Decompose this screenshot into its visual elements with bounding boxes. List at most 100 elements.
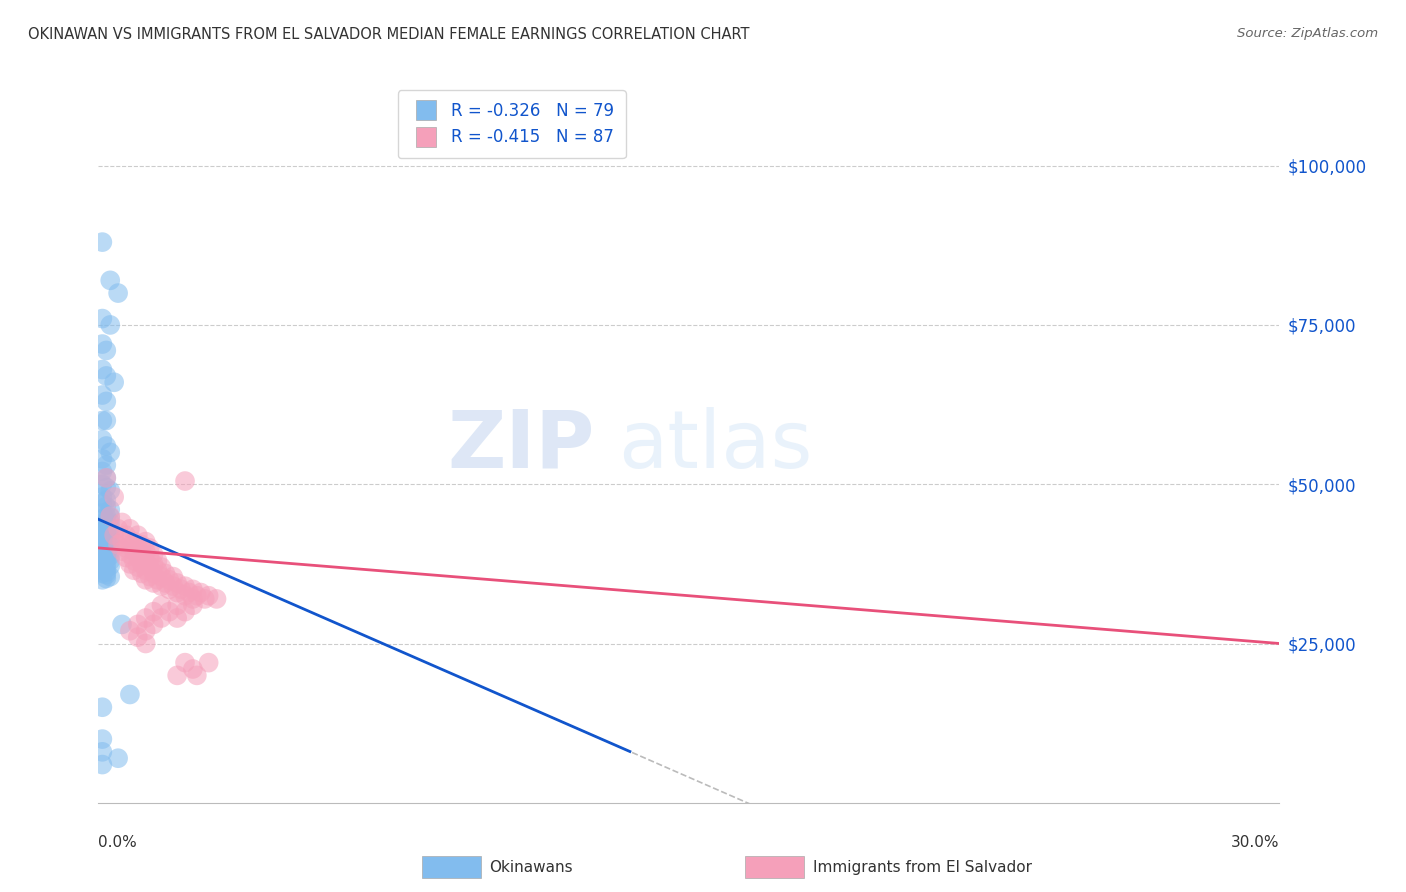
Point	[205, 591, 228, 606]
Text: Immigrants from El Salvador: Immigrants from El Salvador	[813, 860, 1032, 874]
Point	[162, 579, 184, 593]
Point	[174, 474, 197, 488]
Point	[197, 656, 219, 670]
Point	[146, 573, 169, 587]
Point	[91, 573, 114, 587]
Point	[98, 445, 121, 459]
Point	[166, 599, 188, 613]
Point	[96, 538, 118, 552]
Point	[96, 572, 118, 586]
Point	[91, 451, 114, 466]
Point	[98, 529, 121, 543]
Point	[138, 560, 160, 574]
Point	[142, 566, 165, 581]
Point	[91, 337, 114, 351]
Point	[96, 493, 118, 508]
Point	[96, 533, 118, 548]
Point	[115, 541, 138, 555]
Point	[190, 585, 212, 599]
Point	[103, 490, 125, 504]
Point	[166, 576, 188, 591]
Point	[96, 439, 118, 453]
Point	[142, 557, 165, 571]
Point	[111, 534, 134, 549]
Point	[91, 477, 114, 491]
Point	[157, 573, 180, 587]
Point	[131, 557, 153, 571]
Point	[166, 668, 188, 682]
Point	[91, 555, 114, 569]
Point	[107, 538, 129, 552]
Point	[98, 540, 121, 554]
Point	[98, 558, 121, 573]
Point	[181, 591, 204, 606]
Point	[96, 557, 118, 571]
Point	[91, 413, 114, 427]
Point	[146, 563, 169, 577]
Point	[107, 522, 129, 536]
Point	[127, 630, 149, 644]
Point	[91, 465, 114, 479]
Point	[91, 757, 114, 772]
Point	[131, 547, 153, 561]
Point	[91, 566, 114, 581]
Point	[91, 527, 114, 541]
Point	[98, 569, 121, 583]
Point	[96, 542, 118, 557]
Point	[142, 576, 165, 591]
Point	[91, 541, 114, 555]
Point	[177, 585, 200, 599]
Point	[181, 662, 204, 676]
Legend: R = -0.326   N = 79, R = -0.415   N = 87: R = -0.326 N = 79, R = -0.415 N = 87	[398, 90, 626, 158]
Point	[122, 544, 145, 558]
Point	[135, 563, 157, 577]
Point	[91, 362, 114, 376]
Text: ZIP: ZIP	[447, 407, 595, 485]
Point	[146, 554, 169, 568]
Point	[96, 471, 118, 485]
Point	[96, 480, 118, 494]
Point	[96, 458, 118, 472]
Point	[122, 534, 145, 549]
Point	[91, 496, 114, 510]
Point	[96, 565, 118, 579]
Point	[127, 550, 149, 565]
Point	[181, 599, 204, 613]
Point	[103, 528, 125, 542]
Point	[150, 560, 173, 574]
Point	[142, 617, 165, 632]
Text: OKINAWAN VS IMMIGRANTS FROM EL SALVADOR MEDIAN FEMALE EARNINGS CORRELATION CHART: OKINAWAN VS IMMIGRANTS FROM EL SALVADOR …	[28, 27, 749, 42]
Point	[91, 532, 114, 546]
Point	[91, 516, 114, 531]
Point	[118, 522, 141, 536]
Point	[131, 538, 153, 552]
Point	[135, 534, 157, 549]
Point	[118, 624, 141, 638]
Point	[96, 500, 118, 514]
Point	[174, 579, 197, 593]
Point	[157, 582, 180, 597]
Point	[115, 528, 138, 542]
Point	[118, 688, 141, 702]
Point	[91, 433, 114, 447]
Point	[150, 579, 173, 593]
Text: Okinawans: Okinawans	[489, 860, 572, 874]
Point	[135, 544, 157, 558]
Point	[115, 550, 138, 565]
Point	[96, 567, 118, 582]
Point	[96, 561, 118, 575]
Point	[142, 605, 165, 619]
Point	[96, 509, 118, 524]
Point	[98, 516, 121, 530]
Point	[166, 585, 188, 599]
Point	[155, 576, 177, 591]
Text: Source: ZipAtlas.com: Source: ZipAtlas.com	[1237, 27, 1378, 40]
Point	[96, 471, 118, 485]
Point	[91, 563, 114, 577]
Point	[197, 589, 219, 603]
Point	[118, 547, 141, 561]
Text: atlas: atlas	[619, 407, 813, 485]
Point	[170, 582, 193, 597]
Point	[107, 751, 129, 765]
Point	[174, 656, 197, 670]
